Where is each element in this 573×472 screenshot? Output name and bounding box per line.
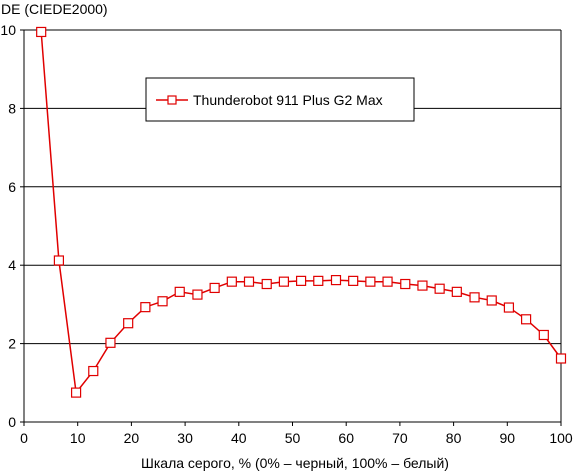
data-point-marker	[469, 292, 480, 303]
data-point-marker	[400, 278, 411, 290]
data-point-marker	[53, 255, 65, 266]
data-point-marker	[538, 329, 549, 341]
legend-box	[145, 77, 415, 122]
legend-label: Thunderobot 911 Plus G2 Max	[193, 92, 383, 108]
y-tick-label: 10	[0, 22, 16, 38]
x-tick-label: 30	[177, 430, 193, 446]
data-point-marker	[434, 283, 445, 294]
data-point-marker	[209, 282, 220, 294]
data-point-marker	[520, 314, 532, 325]
data-point-marker	[417, 280, 428, 291]
data-point-marker	[192, 289, 203, 300]
y-tick-label: 8	[8, 100, 16, 116]
legend-marker	[167, 95, 177, 105]
data-point-marker	[278, 276, 290, 287]
data-point-marker	[88, 365, 99, 377]
x-axis-title: Шкала серого, % (0% – черный, 100% – бел…	[141, 455, 449, 471]
data-point-marker	[451, 286, 462, 297]
x-tick-label: 0	[20, 430, 28, 446]
y-tick-label: 2	[8, 336, 16, 352]
data-point-marker	[36, 26, 47, 38]
y-tick-label: 0	[8, 414, 16, 430]
data-point-marker	[174, 286, 185, 297]
data-point-marker	[226, 276, 237, 287]
data-point-marker	[157, 296, 168, 307]
data-point-marker	[313, 275, 324, 286]
x-tick-label: 100	[549, 430, 573, 446]
data-point-marker	[123, 318, 134, 329]
x-tick-label: 50	[285, 430, 301, 446]
legend: Thunderobot 911 Plus G2 Max	[145, 77, 415, 122]
data-point-marker	[70, 387, 82, 398]
x-tick-labels: 0 10 20 30 40 50 60 70 80 90 100	[20, 430, 573, 446]
x-tick-label: 90	[500, 430, 516, 446]
data-point-marker	[348, 275, 359, 286]
data-point-marker	[555, 353, 567, 364]
y-tick-label: 4	[8, 257, 16, 273]
data-point-marker	[330, 274, 342, 286]
x-tick-label: 70	[392, 430, 408, 446]
data-point-marker	[105, 337, 116, 348]
data-point-marker	[295, 275, 307, 286]
x-tick-label: 80	[446, 430, 462, 446]
x-tick-label: 40	[231, 430, 247, 446]
y-tick-labels: 0 2 4 6 8 10	[0, 22, 16, 430]
data-point-marker	[365, 276, 376, 287]
x-tick-label: 20	[124, 430, 140, 446]
data-point-marker	[486, 295, 497, 306]
grid-lines	[24, 29, 561, 345]
data-point-marker	[140, 302, 151, 313]
data-point-marker	[243, 276, 255, 287]
y-tick-label: 6	[8, 179, 16, 195]
y-axis-title: DE (CIEDE2000)	[1, 1, 108, 17]
x-tick-label: 60	[338, 430, 354, 446]
data-point-marker	[503, 302, 515, 313]
data-point-marker	[382, 276, 393, 287]
series-group	[36, 26, 567, 398]
x-tick-label: 10	[70, 430, 86, 446]
data-point-marker	[261, 278, 272, 290]
